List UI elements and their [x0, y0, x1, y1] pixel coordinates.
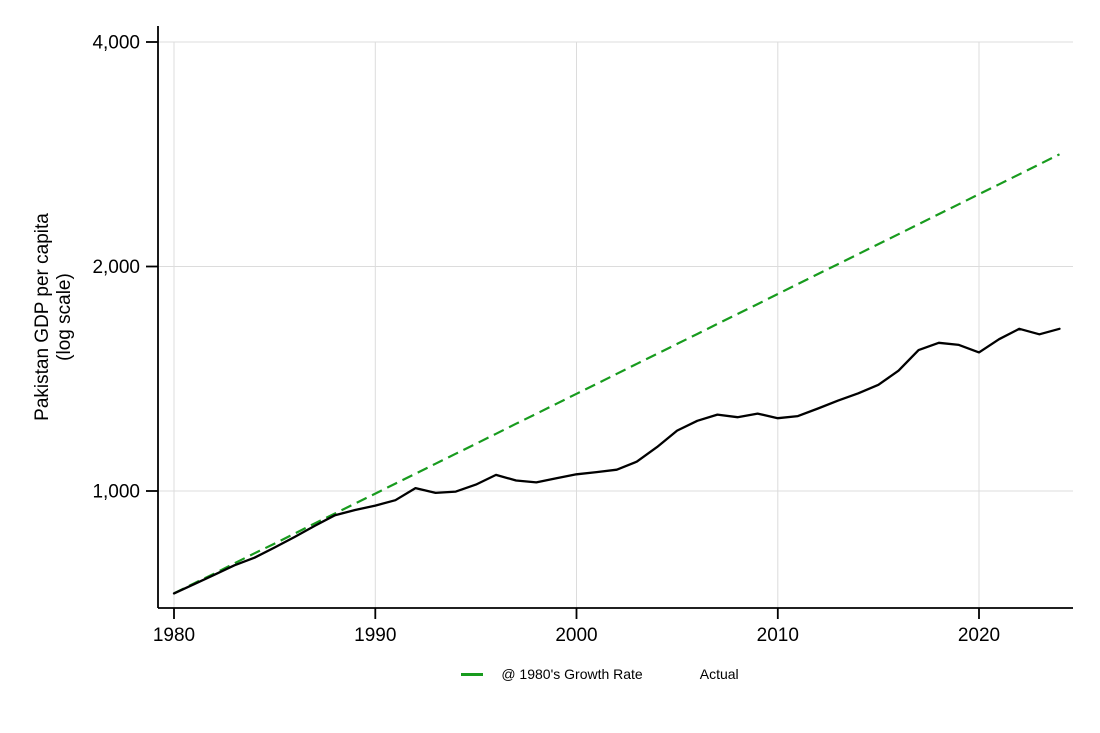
growth-rate-dash-key	[461, 672, 484, 676]
x-tick-label-2010: 2010	[757, 625, 799, 646]
x-tick-label-2020: 2020	[958, 625, 1000, 646]
legend-label-actual: Actual	[699, 666, 739, 682]
y-tick-label-2000: 2,000	[92, 257, 140, 278]
x-tick-label-2000: 2000	[555, 625, 597, 646]
y-axis-title: Pakistan GDP per capita (log scale)	[32, 213, 76, 421]
growth-rate-line	[173, 153, 1060, 595]
y-tick-label-4000: 4,000	[92, 33, 140, 54]
legend-entry-growth-rate: @ 1980's Growth Rate	[461, 666, 643, 682]
chart-legend: @ 1980's Growth Rate Actual	[140, 666, 1060, 682]
legend-label-growth-rate: @ 1980's Growth Rate	[501, 666, 643, 682]
x-tick-label-1990: 1990	[354, 625, 396, 646]
y-axis-title-line2: (log scale)	[54, 273, 75, 361]
actual-blank-key	[660, 673, 682, 676]
legend-entry-actual: Actual	[660, 666, 739, 682]
x-tick-label-1980: 1980	[153, 625, 195, 646]
y-tick-label-1000: 1,000	[92, 482, 140, 503]
y-axis-title-line1: Pakistan GDP per capita	[32, 213, 53, 421]
actual-line	[172, 327, 1061, 595]
